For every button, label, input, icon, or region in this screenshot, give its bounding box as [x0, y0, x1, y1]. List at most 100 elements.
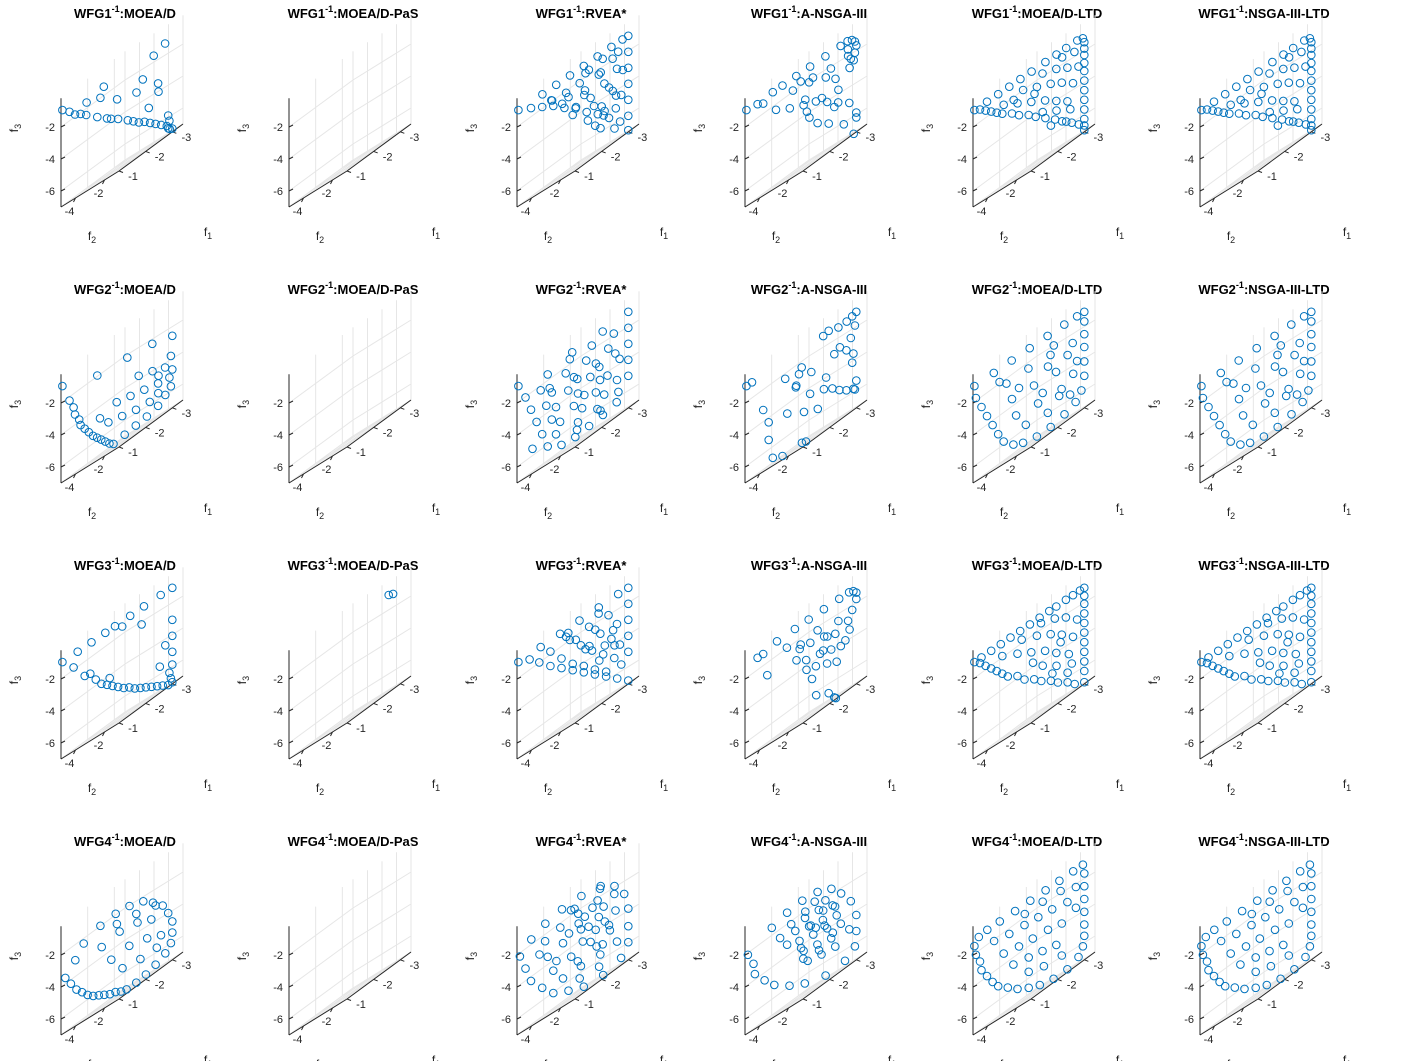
data-point [1080, 599, 1089, 609]
grid-line [1199, 387, 1265, 436]
f1-tick [628, 131, 633, 134]
f2-tick [1014, 731, 1017, 737]
data-point [101, 628, 110, 638]
data-point [1080, 121, 1089, 130]
grid-line [1016, 132, 1081, 181]
data-point [1226, 437, 1235, 446]
grid-line [516, 419, 582, 468]
f1-axis [118, 675, 184, 724]
data-point [845, 925, 854, 934]
data-point [799, 954, 808, 963]
grid-line [60, 419, 126, 468]
f3-tick [60, 740, 66, 744]
data-point [831, 629, 840, 639]
data-point [1290, 63, 1299, 72]
data-point [582, 107, 591, 117]
data-point [537, 983, 547, 993]
f3-axis-label: f3 [691, 124, 707, 132]
f1-axis [1030, 123, 1096, 172]
data-point [1215, 420, 1224, 430]
f1-axis-label: f1 [1116, 777, 1124, 793]
data-point [1080, 342, 1089, 352]
data-point [540, 936, 550, 946]
f1-tick-label: -1 [812, 171, 822, 183]
grid-line [60, 907, 126, 956]
data-point [1251, 983, 1260, 993]
f1-tick [1030, 170, 1036, 173]
f3-tick [516, 676, 522, 680]
data-point [1222, 917, 1232, 926]
grid-line [531, 150, 596, 199]
data-point [88, 431, 98, 441]
data-point [168, 331, 177, 341]
data-markers [514, 307, 633, 454]
f1-tick [601, 978, 606, 982]
data-point [1265, 69, 1274, 78]
data-markers [742, 35, 861, 139]
data-point [165, 116, 174, 126]
data-point [384, 590, 393, 600]
data-point [803, 956, 812, 966]
f3-tick [744, 740, 750, 744]
data-point [977, 653, 986, 662]
data-point [989, 368, 999, 378]
data-point [1080, 931, 1089, 941]
f3-tick [60, 432, 66, 436]
grid-line [75, 978, 140, 1027]
data-point [570, 904, 579, 914]
grid [60, 15, 184, 208]
grid-line [288, 939, 354, 988]
axes [744, 374, 868, 484]
data-point [528, 444, 537, 454]
f1-tick-label: -2 [611, 427, 621, 439]
data-point [1297, 47, 1306, 57]
grid-line [124, 659, 184, 697]
data-point [93, 112, 102, 122]
data-point [151, 901, 160, 910]
data-point [148, 898, 158, 907]
data-point [806, 921, 816, 930]
data-point [567, 348, 577, 357]
data-point [986, 646, 996, 656]
f1-axis [118, 399, 184, 448]
f3-tick-label: -4 [273, 430, 283, 442]
f2-tick [529, 749, 532, 755]
data-point [974, 932, 984, 942]
data-point [1052, 106, 1061, 115]
grid-line [744, 631, 810, 680]
data-markers [753, 586, 861, 703]
f2-axis [972, 998, 1032, 1036]
f2-axis [972, 722, 1032, 760]
grid-line [288, 711, 354, 760]
f1-axis-label: f1 [660, 1053, 668, 1061]
data-point [575, 974, 584, 983]
data-point [1046, 422, 1055, 432]
f2-tick-label: -2 [550, 1016, 560, 1028]
data-point [1002, 379, 1011, 388]
data-point [112, 919, 122, 929]
f2-axis [60, 998, 120, 1036]
data-point [515, 952, 525, 961]
f2-tick [558, 179, 561, 185]
data-point [116, 987, 126, 996]
data-point [594, 70, 604, 79]
grid-line [1016, 684, 1081, 733]
data-point [1052, 661, 1061, 671]
f1-tick [574, 998, 580, 1001]
data-point [600, 79, 609, 88]
data-point [1305, 860, 1315, 870]
data-point [1072, 356, 1082, 366]
axes [516, 650, 640, 760]
data-point [137, 620, 146, 629]
data-point [790, 624, 800, 634]
data-point [94, 991, 104, 1000]
data-point [1220, 89, 1230, 99]
f1-tick-label: -2 [1294, 151, 1304, 163]
data-point [73, 647, 82, 656]
f3-tick-label: -2 [273, 122, 283, 134]
data-point [753, 99, 762, 109]
